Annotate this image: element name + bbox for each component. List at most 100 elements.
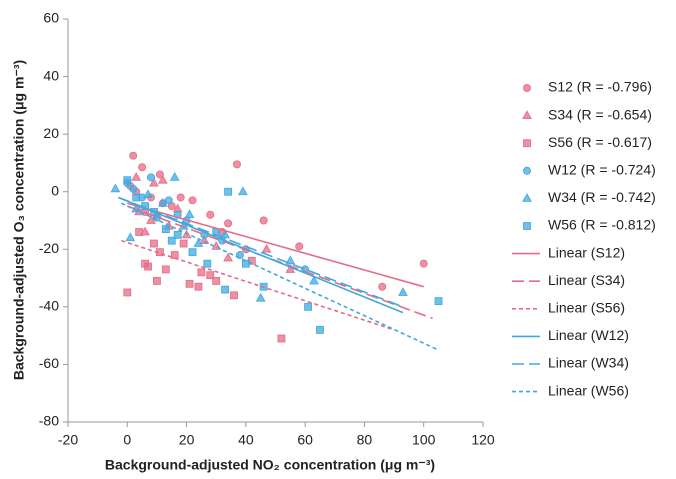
x-tick-label: 20	[179, 432, 195, 448]
y-tick-label: 20	[43, 125, 59, 141]
data-point	[185, 279, 194, 288]
data-point	[220, 229, 230, 239]
data-point	[170, 251, 179, 259]
data-point	[238, 186, 248, 196]
legend-marker	[522, 193, 532, 202]
data-point	[157, 197, 168, 207]
legend-label: Linear (W12)	[548, 327, 629, 343]
data-point	[224, 219, 233, 228]
data-point	[188, 248, 197, 257]
legend-marker	[523, 166, 532, 175]
data-point	[230, 291, 238, 300]
data-point	[179, 239, 188, 248]
x-tick-label: 120	[471, 432, 495, 448]
x-tick-label: 40	[238, 432, 254, 448]
data-point	[129, 184, 138, 193]
data-point	[131, 172, 142, 181]
data-point	[261, 243, 272, 253]
legend-marker	[523, 222, 531, 230]
y-tick-label: 60	[43, 10, 59, 26]
y-tick-label: -40	[39, 298, 59, 314]
data-point	[173, 230, 182, 239]
data-point	[153, 277, 161, 285]
data-point	[241, 259, 250, 268]
x-axis-title: Background-adjusted NO₂ concentration (μ…	[105, 457, 435, 473]
data-point	[135, 228, 144, 236]
data-point	[295, 242, 304, 251]
data-point	[155, 170, 164, 179]
data-point	[132, 193, 141, 202]
y-tick-label: 40	[43, 67, 59, 83]
data-point	[316, 325, 324, 334]
data-point	[143, 189, 153, 198]
legend-label: Linear (S34)	[548, 272, 625, 288]
data-point	[419, 259, 428, 268]
data-point	[149, 177, 159, 187]
legend-label: S12 (R = -0.796)	[548, 79, 652, 95]
data-point	[378, 282, 387, 291]
data-point	[146, 173, 155, 182]
trend-line	[127, 202, 424, 288]
data-point	[221, 285, 230, 294]
data-point	[255, 292, 266, 302]
y-tick-label: 0	[51, 182, 59, 198]
y-axis-title: Background-adjusted O₃ concentration (μg…	[11, 60, 27, 380]
data-point	[197, 268, 206, 277]
data-point	[212, 277, 221, 285]
x-tick-label: 0	[123, 432, 131, 448]
data-point	[150, 239, 158, 248]
data-point	[129, 151, 138, 160]
legend-label: S34 (R = -0.654)	[548, 106, 652, 122]
data-point	[259, 216, 268, 225]
data-point	[434, 297, 443, 306]
legend-label: S56 (R = -0.617)	[548, 134, 652, 150]
data-point	[161, 265, 170, 274]
y-tick-label: -80	[39, 413, 59, 429]
legend-label: Linear (W56)	[548, 382, 629, 398]
data-point	[161, 225, 170, 234]
data-point	[184, 209, 195, 219]
y-tick-label: -20	[39, 240, 59, 256]
legend-label: W56 (R = -0.812)	[548, 217, 656, 233]
data-point	[398, 287, 408, 296]
data-point	[309, 275, 319, 285]
legend-label: W12 (R = -0.724)	[548, 162, 656, 178]
data-point	[144, 262, 152, 271]
data-point	[146, 215, 156, 224]
trend-line	[121, 239, 395, 331]
x-tick-label: 100	[412, 432, 436, 448]
data-point	[223, 252, 233, 262]
data-point	[169, 172, 180, 181]
data-point	[206, 271, 215, 280]
data-point	[167, 236, 176, 245]
trend-line	[121, 202, 439, 351]
data-point	[277, 334, 286, 343]
data-point	[203, 259, 212, 268]
legend-label: W34 (R = -0.742)	[548, 189, 656, 205]
data-point	[304, 302, 313, 311]
x-tick-label: 80	[357, 432, 373, 448]
trend-line	[118, 196, 404, 314]
data-point	[188, 196, 197, 205]
data-point	[110, 183, 121, 193]
data-point	[232, 160, 241, 169]
y-tick-label: -60	[39, 355, 59, 371]
data-point	[138, 163, 147, 172]
x-tick-label: 60	[297, 432, 313, 448]
legend-marker	[522, 110, 532, 119]
legend-label: Linear (S56)	[548, 300, 625, 316]
data-point	[125, 232, 136, 242]
data-point	[157, 174, 168, 184]
data-point	[206, 210, 215, 219]
legend-marker	[523, 84, 532, 93]
legend-label: Linear (W34)	[548, 355, 629, 371]
legend-marker	[523, 139, 531, 148]
data-point	[123, 176, 132, 185]
legend-label: Linear (S12)	[548, 244, 625, 260]
data-point	[164, 196, 173, 205]
data-point	[176, 193, 185, 202]
data-point	[224, 187, 232, 196]
x-tick-label: -20	[58, 432, 78, 448]
data-point	[193, 238, 204, 247]
